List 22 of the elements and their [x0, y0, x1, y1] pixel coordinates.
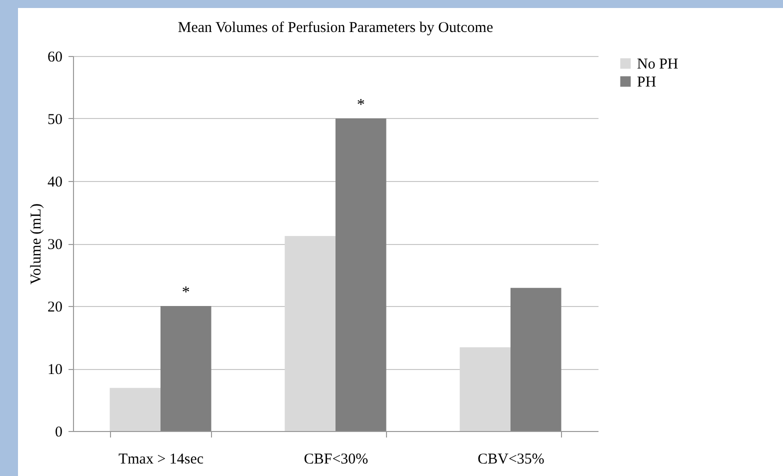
bar	[284, 236, 336, 431]
y-tick-label: 0	[55, 424, 62, 440]
y-axis-title: Volume (mL)	[28, 204, 44, 284]
y-tick-label: 10	[48, 362, 62, 378]
bar	[160, 306, 212, 431]
bar	[460, 347, 510, 431]
y-tick-label: 50	[48, 112, 62, 128]
bar	[110, 388, 160, 431]
chart-title: Mean Volumes of Perfusion Parameters by Outcome	[178, 20, 494, 36]
y-tick-label: 30	[48, 237, 62, 253]
x-tick-label: CBF<30%	[304, 452, 368, 468]
legend-label: PH	[637, 74, 656, 90]
bar	[510, 288, 562, 431]
x-tick-label: CBV<35%	[478, 452, 544, 468]
annotation: *	[182, 284, 190, 301]
y-tick-label: 20	[48, 300, 62, 316]
legend-label: No PH	[637, 56, 678, 72]
x-tick-label: Tmax > 14sec	[118, 452, 204, 468]
annotation: *	[356, 96, 365, 114]
y-tick-label: 60	[48, 50, 62, 66]
y-tick-label: 40	[48, 174, 62, 190]
bar	[336, 118, 386, 431]
